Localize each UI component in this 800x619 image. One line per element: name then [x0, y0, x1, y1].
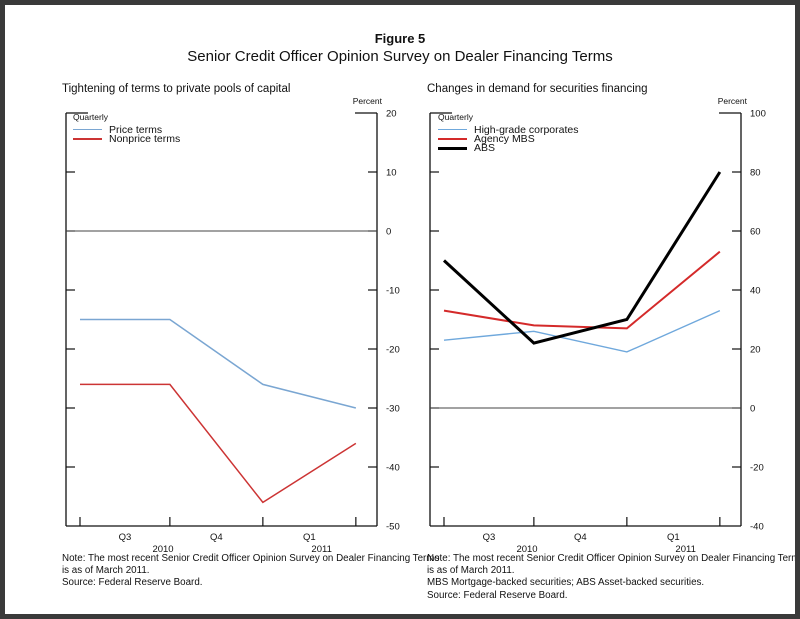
note-line: Source: Federal Reserve Board. — [62, 577, 203, 589]
legend-line-swatch — [438, 146, 467, 150]
figure-label: Figure 5 — [374, 31, 426, 46]
x-axis-quarter-label: Q1 — [667, 532, 680, 543]
y-tick-label: -10 — [386, 286, 400, 297]
y-tick-label: -20 — [386, 345, 400, 356]
y-tick-label: 0 — [386, 227, 391, 238]
legend-label: High-grade corporates — [474, 123, 579, 136]
y-tick-label: 0 — [750, 404, 755, 415]
x-axis-year-label: 2011 — [675, 544, 695, 555]
figure-title: Senior Credit Officer Opinion Survey on … — [187, 48, 613, 65]
left-legend-items: Price terms Nonprice terms — [73, 123, 181, 146]
legend-label: Nonprice terms — [109, 133, 181, 146]
y-tick-label: 100 — [750, 109, 766, 120]
x-axis-year-label: 2010 — [516, 544, 537, 555]
y-tick-label: 20 — [750, 345, 761, 356]
legend-line-swatch — [438, 138, 467, 141]
y-tick-label: 40 — [750, 286, 761, 297]
series-line-nonprice-terms — [79, 383, 357, 504]
legend-line-swatch — [73, 128, 102, 131]
right-chart-legend: Quarterly High-grade corporates Agency MB… — [438, 112, 579, 155]
series-line-agency-mbs — [443, 250, 721, 330]
note-line: Source: Federal Reserve Board. — [427, 589, 568, 601]
y-tick-label: -40 — [386, 463, 400, 474]
y-tick-label: -50 — [386, 522, 400, 533]
y-tick-label: 80 — [750, 168, 761, 179]
x-axis-quarter-label: Q1 — [303, 532, 316, 543]
y-tick-label: -20 — [750, 463, 764, 474]
legend-item: Nonprice terms — [73, 133, 181, 146]
series-line-abs — [442, 171, 722, 345]
left-legend-frequency-label: Quarterly — [73, 112, 108, 122]
note-line: is as of March 2011. — [62, 565, 150, 577]
y-tick-label: -30 — [386, 404, 400, 415]
left-chart-legend: Quarterly Price terms Nonprice terms — [73, 112, 181, 146]
note-line: MBS Mortgage-backed securities; ABS Asse… — [427, 577, 705, 589]
note-line: is as of March 2011. — [427, 565, 515, 577]
y-tick-label: 20 — [386, 109, 397, 120]
right-yaxis-unit-label: Percent — [717, 96, 747, 106]
legend-item: ABS — [438, 142, 578, 155]
x-axis-quarter-label: Q3 — [483, 532, 496, 543]
legend-label: ABS — [474, 142, 496, 155]
right-chart: 100 80 60 40 20 0 -20 -40 Q3 Q4 Q1 2010 2011 — [429, 109, 766, 555]
legend-label: Price terms — [109, 123, 163, 136]
legend-label: Agency MBS — [474, 133, 535, 146]
left-chart-note: Note: The most recent Senior Credit Offi… — [62, 553, 439, 590]
x-axis-quarter-label: Q4 — [574, 532, 587, 543]
right-legend-items: High-grade corporates Agency MBS ABS — [438, 123, 579, 155]
x-axis-year-label: 2011 — [311, 544, 331, 555]
series-line-high-grade-corporates — [443, 310, 721, 353]
note-line: Note: The most recent Senior Credit Offi… — [427, 553, 800, 564]
x-axis-year-label: 2010 — [152, 544, 173, 555]
x-axis-quarter-label: Q4 — [210, 532, 223, 543]
right-chart-note: Note: The most recent Senior Credit Offi… — [427, 553, 800, 602]
note-line: Note: The most recent Senior Credit Offi… — [62, 553, 440, 564]
right-legend-frequency-label: Quarterly — [438, 112, 473, 122]
series-line-price-terms — [79, 318, 357, 409]
legend-line-swatch — [73, 138, 102, 140]
legend-line-swatch — [438, 128, 467, 131]
y-tick-label: 10 — [386, 168, 397, 179]
left-panel-title: Tightening of terms to private pools of … — [62, 83, 291, 95]
legend-item: High-grade corporates — [438, 123, 579, 136]
y-tick-label: -40 — [750, 522, 764, 533]
right-panel-title: Changes in demand for securities financi… — [427, 83, 648, 95]
left-yaxis-unit-label: Percent — [352, 96, 382, 106]
y-tick-label: 60 — [750, 227, 761, 238]
x-axis-quarter-label: Q3 — [119, 532, 132, 543]
legend-item: Price terms — [73, 123, 180, 136]
legend-item: Agency MBS — [438, 133, 578, 146]
